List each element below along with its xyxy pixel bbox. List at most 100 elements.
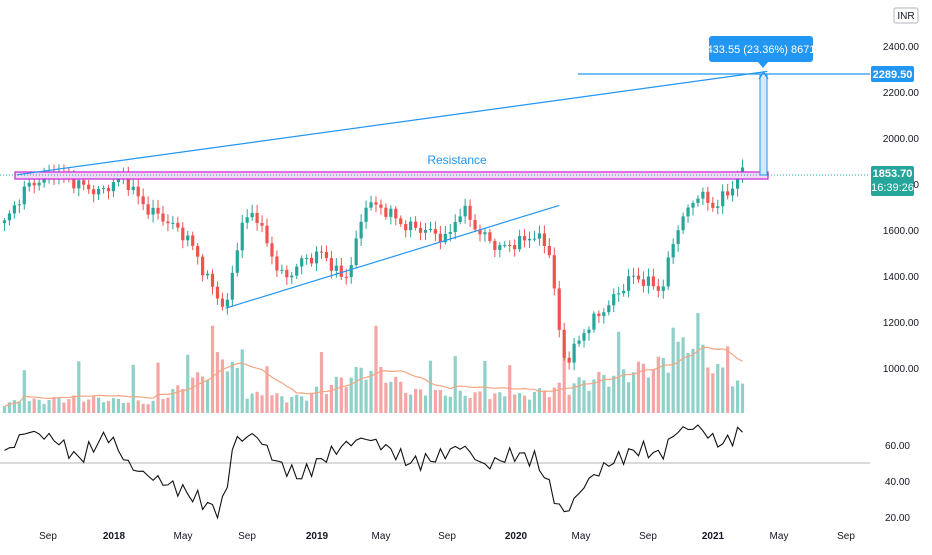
volume-bar [488,399,492,413]
volume-bar [126,402,130,413]
volume-bar [463,395,467,413]
candle-body [473,219,477,230]
volume-bar [552,387,556,413]
volume-bar [181,388,185,413]
volume-bar [409,394,413,413]
candle-body [681,216,685,231]
volume-bar [542,390,546,413]
volume-bar [339,377,343,413]
candle-body [671,243,675,258]
candle-body [7,213,12,221]
volume-bar [220,359,225,413]
volume-bar [414,388,418,413]
candle-body [77,180,81,189]
candle-body [344,276,348,278]
volume-bar [354,367,358,413]
volume-bar [636,361,641,413]
oscillator-tick-label: 40.00 [885,477,910,488]
candle-body [196,245,200,257]
time-axis[interactable]: Sep 2018 May Sep 2019 May Sep 2020 May Sep 2021 May… [39,531,855,542]
volume-bar [696,313,700,413]
volume-bar [522,395,527,413]
volume-bar [384,382,388,413]
volume-bar [592,379,596,413]
volume-bar [735,380,740,413]
candle-body [612,294,616,306]
volume-bar [260,395,264,413]
candle-body [661,286,665,291]
candle-body [686,207,690,217]
oscillator-tick-label: 20.00 [885,513,910,524]
candle-body [295,266,299,276]
volume-bar [141,403,145,413]
volume-bar [597,371,601,413]
volume-bar [324,394,329,413]
candle-body [503,244,507,246]
projection-line[interactable] [16,70,768,176]
candle-body [156,207,160,214]
volume-bar [230,361,234,413]
support-trendline[interactable] [225,204,560,309]
resistance-label: Resistance [427,153,487,167]
price-axis[interactable]: 2400.002200.002000.001800.001600.001400.… [883,42,920,375]
candle-body [255,212,259,223]
candle-body [582,333,586,341]
volume-bar [12,400,16,413]
volume-bar [448,396,452,413]
candle-body [418,227,423,233]
time-tick-label: May [372,531,391,542]
candle-body [92,189,96,195]
volume-bar [17,401,21,413]
candle-body [319,251,324,253]
candle-body [592,313,596,330]
measure-label: 433.55 (23.36%) 8671 [707,44,816,56]
volume-bar [721,367,725,413]
candle-body [324,252,329,259]
volume-bar [651,369,655,413]
volume-bar [612,375,616,413]
candle-body [537,233,542,239]
price-tick-label: 1000.00 [883,364,920,375]
candle-body [463,205,467,217]
volume-bar [468,398,472,413]
price-range-measure-box[interactable] [759,73,768,176]
candle-body [636,275,641,280]
volume-bar [27,401,31,413]
countdown-badge-text: 16:39:26 [871,182,914,194]
price-tick-label: 2000.00 [883,134,920,145]
volume-bar [418,389,423,413]
candle-body [394,208,398,219]
volume-bar [77,361,81,413]
currency-box[interactable] [893,7,919,24]
volume-bar [562,350,566,413]
volume-bar [493,393,497,413]
time-tick-label: May [174,531,193,542]
volume-bar [101,402,106,413]
volume-panel [2,313,745,413]
candle-body [201,256,205,276]
candle-body [676,230,680,244]
candle-body [701,191,705,199]
volume-bar [52,397,56,413]
volume-bar [537,388,542,413]
volume-bar [423,395,428,413]
oscillator-tick-label: 60.00 [885,441,910,452]
candle-body [518,236,522,250]
volume-bar [344,387,348,413]
measure-label-bg [709,36,813,62]
candle-body [171,222,175,224]
resistance-band[interactable] [14,171,769,180]
candle-body [404,224,408,231]
candle-body [646,276,651,286]
volume-bar [245,398,249,413]
candle-body [205,273,210,276]
volume-bar [156,362,160,413]
volume-bar [270,395,274,413]
volume-bar [513,394,517,413]
oscillator-axis[interactable]: 60.00 40.00 20.00 [885,441,910,524]
volume-bar [369,370,373,413]
candle-body [547,245,551,256]
candle-body [631,275,636,277]
volume-bar [215,352,220,413]
